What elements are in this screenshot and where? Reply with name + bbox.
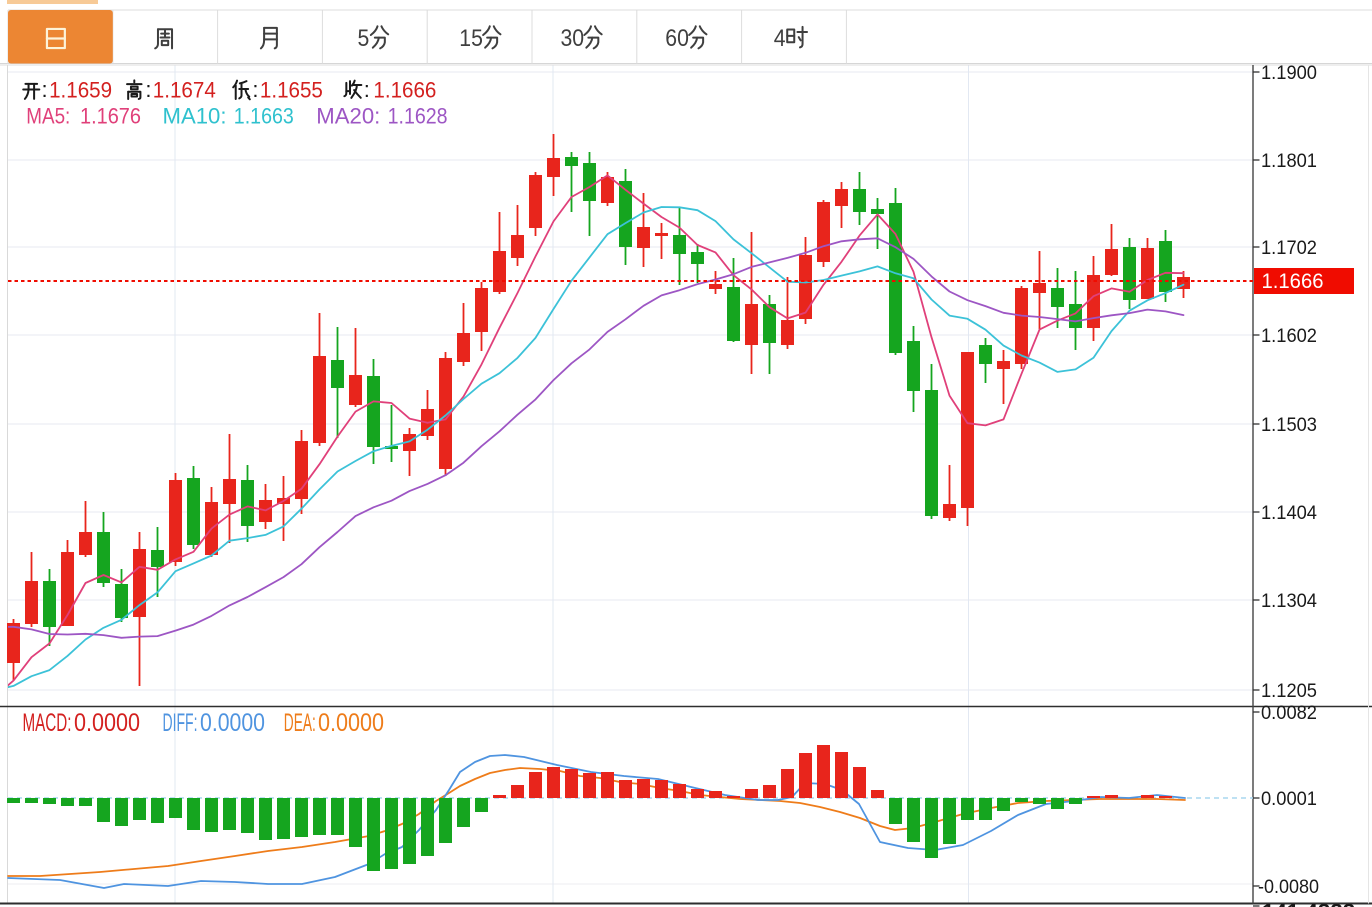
svg-text:-0.0080: -0.0080 bbox=[1258, 877, 1319, 898]
svg-text:30: 30 bbox=[561, 25, 585, 52]
svg-text:141.4888: 141.4888 bbox=[1262, 901, 1355, 907]
svg-text:DEA:: DEA: bbox=[284, 709, 316, 737]
svg-text:1.1663: 1.1663 bbox=[234, 104, 294, 129]
svg-text:1.1666: 1.1666 bbox=[1262, 270, 1324, 293]
svg-text::: : bbox=[364, 77, 370, 102]
svg-text:0.0000: 0.0000 bbox=[200, 709, 265, 737]
svg-text:15: 15 bbox=[459, 25, 483, 52]
svg-text:1.1676: 1.1676 bbox=[80, 104, 141, 129]
svg-text:1.1628: 1.1628 bbox=[388, 104, 448, 129]
svg-text:1.1659: 1.1659 bbox=[49, 78, 112, 103]
svg-text:0.0001: 0.0001 bbox=[1261, 789, 1317, 810]
svg-text:1.1666: 1.1666 bbox=[373, 78, 436, 103]
svg-text:1.1404: 1.1404 bbox=[1261, 503, 1317, 524]
svg-text:MA20:: MA20: bbox=[316, 104, 380, 129]
svg-text:1.1602: 1.1602 bbox=[1261, 326, 1317, 347]
svg-text::: : bbox=[42, 77, 48, 102]
svg-text:1.1674: 1.1674 bbox=[153, 78, 216, 103]
svg-text:4: 4 bbox=[774, 25, 786, 52]
svg-text:1.1205: 1.1205 bbox=[1261, 681, 1317, 702]
svg-text:1.1655: 1.1655 bbox=[260, 78, 323, 103]
svg-text:0.0000: 0.0000 bbox=[318, 709, 384, 737]
svg-text:MA10:: MA10: bbox=[163, 104, 227, 129]
svg-text:0.0000: 0.0000 bbox=[74, 709, 140, 737]
svg-text:MACD:: MACD: bbox=[23, 709, 72, 737]
svg-text:DIFF:: DIFF: bbox=[163, 709, 198, 737]
svg-text::: : bbox=[145, 77, 151, 102]
svg-text:1.1801: 1.1801 bbox=[1261, 151, 1317, 172]
svg-text:1.1702: 1.1702 bbox=[1261, 238, 1317, 259]
svg-text::: : bbox=[252, 77, 258, 102]
svg-text:5: 5 bbox=[358, 25, 370, 52]
svg-text:0.0082: 0.0082 bbox=[1261, 703, 1317, 724]
svg-text:MA5:: MA5: bbox=[26, 104, 70, 129]
svg-text:60: 60 bbox=[665, 25, 689, 52]
svg-text:1.1900: 1.1900 bbox=[1261, 63, 1317, 84]
svg-text:1.1503: 1.1503 bbox=[1261, 415, 1317, 436]
svg-text:1.1304: 1.1304 bbox=[1261, 591, 1317, 612]
